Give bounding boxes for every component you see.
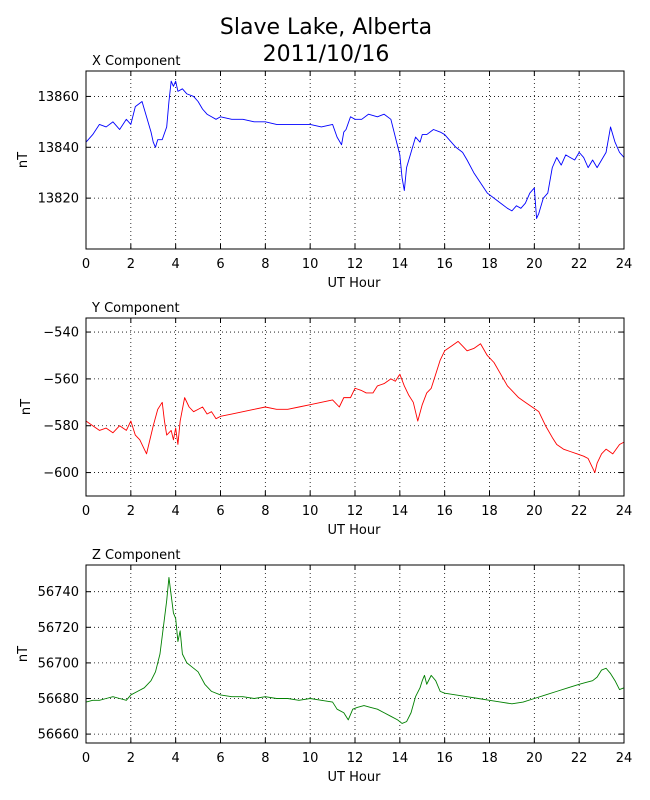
y-component-xtick-label-0: 0 xyxy=(82,504,90,519)
z-component-ticks: 0 2 4 6 8 10 12 14 16 18 20 22 245666056680567005672… xyxy=(38,565,633,766)
z-component-xtick-label-6: 12 xyxy=(347,751,364,766)
x-component-ytick-label-2: 13860 xyxy=(38,90,79,105)
z-component-xtick-label-3: 6 xyxy=(216,751,224,766)
x-component-ytick-label-0: 13820 xyxy=(38,192,79,207)
y-component-ticks: 0 2 4 6 8 10 12 14 16 18 20 22 24−600−580−560−540 xyxy=(43,318,632,519)
z-component-xtick-label-2: 4 xyxy=(172,751,180,766)
z-component-ytick-label-4: 56740 xyxy=(38,585,79,600)
y-component-xtick-label-12: 24 xyxy=(616,504,633,519)
y-component-xtick-label-11: 22 xyxy=(571,504,588,519)
y-component-xlabel: UT Hour xyxy=(328,523,382,538)
y-component-xtick-label-1: 2 xyxy=(127,504,135,519)
z-component-title: Z Component xyxy=(92,548,181,563)
z-component-ytick-label-1: 56680 xyxy=(38,692,79,707)
x-component-xlabel: UT Hour xyxy=(328,276,382,291)
y-component-series-line-0 xyxy=(85,340,625,474)
x-component-xtick-label-8: 16 xyxy=(436,257,453,272)
z-component-xtick-label-0: 0 xyxy=(82,751,90,766)
y-component-ytick-label-2: −560 xyxy=(43,372,79,387)
y-component-chart: Y Component UT Hour nT 0 2 4 6 8 10 12 14 16 18 20… xyxy=(19,301,632,538)
z-component-ytick-label-0: 56660 xyxy=(38,728,79,743)
x-component-ylabel: nT xyxy=(16,152,31,168)
x-component-xtick-label-5: 10 xyxy=(302,257,319,272)
x-component-xtick-label-2: 4 xyxy=(172,257,180,272)
x-component-xtick-label-6: 12 xyxy=(347,257,364,272)
x-component-xtick-label-11: 22 xyxy=(571,257,588,272)
y-component-xtick-label-6: 12 xyxy=(347,504,364,519)
x-component-ytick-label-1: 13840 xyxy=(38,141,79,156)
y-component-ytick-label-1: −580 xyxy=(43,419,79,434)
z-component-xtick-label-5: 10 xyxy=(302,751,319,766)
z-component-ylabel: nT xyxy=(16,646,31,662)
z-component-chart: Z Component UT Hour nT 0 2 4 6 8 10 12 14 16 18 20… xyxy=(16,548,632,785)
z-component-xtick-label-8: 16 xyxy=(436,751,453,766)
y-component-xtick-label-8: 16 xyxy=(436,504,453,519)
x-component-xtick-label-3: 6 xyxy=(216,257,224,272)
y-component-ytick-label-0: −600 xyxy=(43,466,79,481)
y-component-xtick-label-9: 18 xyxy=(481,504,498,519)
z-component-xtick-label-7: 14 xyxy=(392,751,409,766)
x-component-xtick-label-0: 0 xyxy=(82,257,90,272)
y-component-title: Y Component xyxy=(91,301,180,316)
z-component-xtick-label-1: 2 xyxy=(127,751,135,766)
y-component-xtick-label-5: 10 xyxy=(302,504,319,519)
x-component-title: X Component xyxy=(92,54,181,69)
z-component-xtick-label-12: 24 xyxy=(616,751,633,766)
x-component-xtick-label-1: 2 xyxy=(127,257,135,272)
z-component-xtick-label-11: 22 xyxy=(571,751,588,766)
z-component-series-line-0 xyxy=(85,577,625,724)
y-component-xtick-label-2: 4 xyxy=(172,504,180,519)
x-component-xtick-label-10: 20 xyxy=(526,257,543,272)
y-component-xtick-label-10: 20 xyxy=(526,504,543,519)
y-component-ylabel: nT xyxy=(19,399,34,415)
z-component-xlabel: UT Hour xyxy=(328,770,382,785)
figure-title-line1: Slave Lake, Alberta xyxy=(220,15,432,40)
x-component-chart: X Component UT Hour nT 0 2 4 6 8 10 12 14 16 18 20… xyxy=(16,54,632,291)
x-component-series-line-0 xyxy=(85,80,625,219)
z-component-grid xyxy=(86,565,624,743)
z-component-xtick-label-10: 20 xyxy=(526,751,543,766)
x-component-xtick-label-12: 24 xyxy=(616,257,633,272)
z-component-ytick-label-2: 56700 xyxy=(38,656,79,671)
z-component-xtick-label-4: 8 xyxy=(261,751,269,766)
x-component-xtick-label-7: 14 xyxy=(392,257,409,272)
x-component-xtick-label-9: 18 xyxy=(481,257,498,272)
x-component-grid xyxy=(86,71,624,249)
z-component-ytick-label-3: 56720 xyxy=(38,621,79,636)
y-component-xtick-label-3: 6 xyxy=(216,504,224,519)
z-component-xtick-label-9: 18 xyxy=(481,751,498,766)
y-component-xtick-label-4: 8 xyxy=(261,504,269,519)
y-component-grid xyxy=(86,318,624,496)
x-component-xtick-label-4: 8 xyxy=(261,257,269,272)
figure-title-line2: 2011/10/16 xyxy=(263,42,390,67)
y-component-ytick-label-3: −540 xyxy=(43,326,79,341)
y-component-xtick-label-7: 14 xyxy=(392,504,409,519)
